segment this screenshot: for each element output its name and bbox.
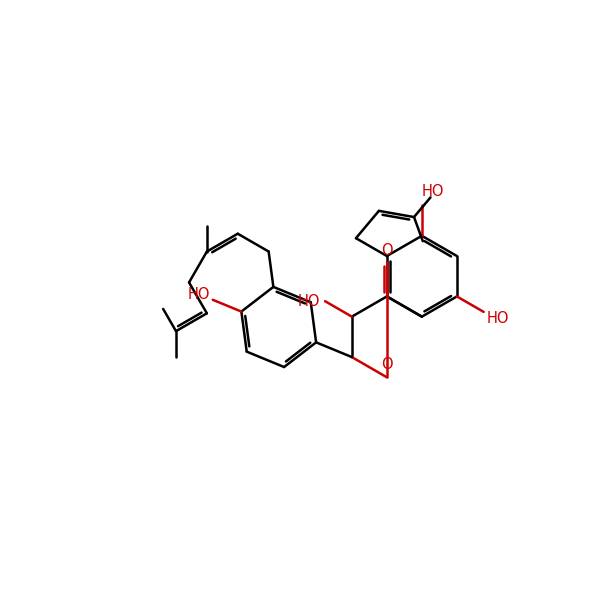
Text: HO: HO — [422, 184, 445, 199]
Text: HO: HO — [487, 311, 509, 326]
Text: HO: HO — [298, 293, 320, 308]
Text: O: O — [381, 242, 392, 257]
Text: HO: HO — [188, 287, 210, 302]
Text: O: O — [381, 356, 392, 371]
